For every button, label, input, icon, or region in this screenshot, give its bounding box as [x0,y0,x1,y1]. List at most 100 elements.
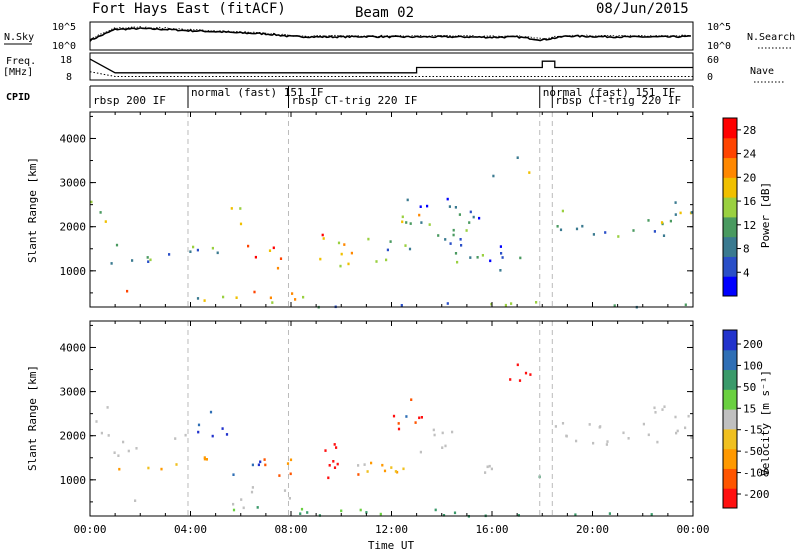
colorbar-tick-label: 8 [743,243,750,256]
ground-scatter-cell [554,425,557,428]
power-cell [389,240,392,243]
colorbar-swatch [723,197,737,218]
power-cell [322,237,325,240]
power-cell [253,290,256,294]
velocity-cell [381,463,384,467]
velocity-colorbar-label: Velocity [m s⁻¹] [759,370,772,476]
power-cell [604,231,607,234]
ground-scatter-cell [486,465,489,469]
power-ylabel: Slant Range [km] [26,157,39,263]
power-cell [343,243,346,246]
power-cell [468,221,471,224]
power-cell [559,228,563,232]
velocity-cell [402,467,405,471]
power-cell [617,235,620,238]
colorbar-swatch [723,137,737,159]
velocity-cell [516,363,519,367]
power-cell [222,295,225,299]
velocity-cell [205,458,208,461]
ground-scatter-cell [113,451,116,454]
colorbar-tick-label: 12 [743,219,756,232]
power-cell [490,302,493,306]
colorbar-tick-label: 100 [743,359,763,372]
xaxis-label: Time UT [368,539,415,552]
ground-scatter-cell [100,431,103,435]
velocity-cell [203,457,206,461]
velocity-cell [397,422,400,425]
power-cell [519,256,522,260]
colorbar-swatch [723,236,737,257]
velocity-ylabel: Slant Range [km] [26,365,39,471]
ground-scatter-cell [441,446,444,449]
velocity-cell [405,415,408,418]
power-panel: 1000 2000 3000 4000 Slant Range [km] 4 8 12 16… [26,111,772,309]
ground-scatter-cell [251,486,254,489]
power-cell [500,252,503,255]
ground-scatter-cell [663,405,666,408]
colorbar-tick-label: 20 [743,171,756,184]
power-cell [452,228,455,232]
ground-scatter-cell [441,431,444,435]
velocity-cell [383,469,387,473]
time-axis: 00:00 04:00 08:00 12:00 16:00 20:00 00:00 [73,112,710,536]
power-cell [674,201,677,204]
velocity-cell [203,456,206,459]
power-cell [575,227,579,231]
x-tick-label: 16:00 [475,523,508,536]
velocity-cell [221,427,224,430]
power-cell [478,216,481,220]
power-cell [437,234,440,237]
colorbar-tick-label: -50 [743,445,763,458]
velocity-cell [396,470,399,474]
cpid-segment-label: normal (fast) 151 IF [543,86,675,99]
power-cell [337,241,341,245]
power-cell [444,238,447,241]
power-cell [367,237,370,241]
power-cell [192,245,195,249]
ground-scatter-cell [95,420,98,423]
ground-scatter-cell [419,450,422,454]
power-cell [459,238,462,241]
y-tick-label: 4000 [60,132,87,145]
power-cell [272,246,275,250]
nave-tick-bottom: 0 [707,72,713,83]
power-cell [472,215,475,219]
colorbar-tick-label: 50 [743,381,756,394]
freq-tick-top: 18 [60,55,72,66]
power-cell [647,219,650,222]
velocity-cell [278,474,281,477]
colorbar-swatch [723,349,737,371]
velocity-cell [306,511,309,514]
colorbar-tick-label: -200 [743,488,770,501]
ground-scatter-cell [674,415,677,419]
nsearch-tick-top: 10^5 [707,22,731,33]
velocity-cell [418,416,421,420]
velocity-cell [650,513,653,516]
power-cell [131,259,134,262]
power-cell [418,213,421,217]
ground-scatter-cell [488,464,491,468]
ground-scatter-cell [242,506,245,510]
nsearch-label: N.Search [747,32,795,43]
power-cell [556,225,559,228]
nave-tick-top: 60 [707,55,719,66]
ground-scatter-cell [433,433,436,437]
y-tick-label: 4000 [60,341,87,354]
power-cell [375,260,378,263]
frequency-line [89,58,693,74]
power-cell [196,297,200,300]
power-cell [406,198,409,202]
colorbar-swatch [723,256,737,277]
velocity-cell [328,464,331,467]
ground-scatter-cell [622,431,625,435]
ground-scatter-cell [490,467,493,471]
velocity-cell [299,512,302,515]
velocity-cell [175,463,178,466]
power-cell [504,303,507,307]
power-cell [489,259,492,263]
power-cell [339,264,342,268]
colorbar-swatch [723,369,737,390]
power-cell [211,246,214,250]
colorbar-swatch [723,118,737,139]
power-cell [386,248,389,252]
